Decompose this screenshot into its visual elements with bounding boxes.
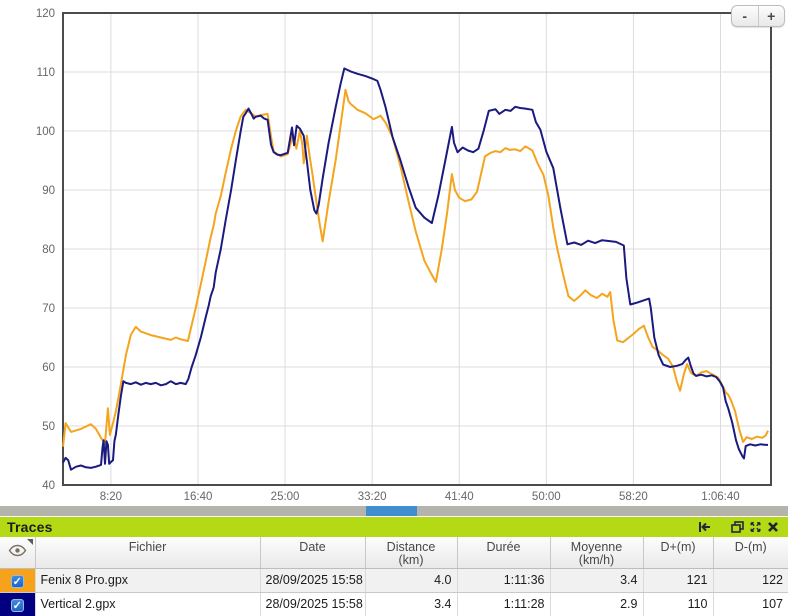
column-header-dplus[interactable]: D+(m) <box>643 537 714 569</box>
column-header-distance[interactable]: Distance (km) <box>365 537 458 569</box>
traces-table: Fichier Date Distance (km) Durée Moyenne(… <box>0 537 788 616</box>
elevation-chart[interactable]: 40 50 60 70 80 90 100 110 120 8:20 16:40 25:00 33:20… <box>0 0 788 505</box>
svg-text:60: 60 <box>42 362 55 374</box>
panel-title: Traces <box>7 519 53 535</box>
cell-dminus: 122 <box>713 568 788 593</box>
cell-distance: 3.4 <box>365 592 458 616</box>
visibility-checkbox[interactable]: ✓ <box>10 574 24 588</box>
zoom-out-button[interactable]: - <box>732 6 759 26</box>
panel-tools <box>696 519 788 535</box>
cell-distance: 4.0 <box>365 568 458 593</box>
svg-text:70: 70 <box>42 303 55 315</box>
cell-date: 28/09/2025 15:58 <box>260 592 366 616</box>
cell-file: Fenix 8 Pro.gpx <box>35 568 261 593</box>
chart-horizontal-scrollbar[interactable] <box>0 506 788 516</box>
cell-file: Vertical 2.gpx <box>35 592 261 616</box>
svg-text:40: 40 <box>42 480 55 492</box>
svg-text:58:20: 58:20 <box>619 491 648 503</box>
table-row[interactable]: ✓ Vertical 2.gpx 28/09/2025 15:58 3.4 1:… <box>0 592 788 616</box>
table-header-row: Fichier Date Distance (km) Durée Moyenne(… <box>0 537 788 569</box>
trace-color-swatch: ✓ <box>0 568 36 593</box>
svg-text:8:20: 8:20 <box>100 491 122 503</box>
svg-text:33:20: 33:20 <box>358 491 387 503</box>
cell-duration: 1:11:36 <box>457 568 551 593</box>
cell-dplus: 121 <box>643 568 714 593</box>
column-header-moyenne[interactable]: Moyenne (km/h) <box>550 537 644 569</box>
collapse-left-icon[interactable] <box>696 519 714 535</box>
cell-date: 28/09/2025 15:58 <box>260 568 366 593</box>
table-row[interactable]: ✓ Fenix 8 Pro.gpx 28/09/2025 15:58 4.0 1… <box>0 568 788 593</box>
svg-text:25:00: 25:00 <box>271 491 300 503</box>
visibility-column-header[interactable] <box>0 537 36 569</box>
chart-zoom-controls: - + <box>731 5 785 27</box>
restore-window-icon[interactable] <box>728 519 746 535</box>
elevation-chart-area: 40 50 60 70 80 90 100 110 120 8:20 16:40 25:00 33:20… <box>0 0 788 516</box>
cell-duration: 1:11:28 <box>457 592 551 616</box>
svg-text:50: 50 <box>42 421 55 433</box>
scrollbar-thumb[interactable] <box>366 506 417 516</box>
close-icon[interactable] <box>764 519 782 535</box>
svg-text:50:00: 50:00 <box>532 491 561 503</box>
svg-text:80: 80 <box>42 244 55 256</box>
svg-text:16:40: 16:40 <box>184 491 213 503</box>
cell-average: 3.4 <box>550 568 644 593</box>
cell-dminus: 107 <box>713 592 788 616</box>
eye-icon <box>8 544 27 557</box>
svg-text:100: 100 <box>36 126 55 138</box>
column-header-date[interactable]: Date <box>260 537 366 569</box>
column-header-duree[interactable]: Durée <box>457 537 551 569</box>
column-header-fichier[interactable]: Fichier <box>35 537 261 569</box>
collapse-corner-icon[interactable] <box>26 539 33 545</box>
svg-text:41:40: 41:40 <box>445 491 474 503</box>
cell-dplus: 110 <box>643 592 714 616</box>
zoom-in-button[interactable]: + <box>759 6 785 26</box>
visibility-checkbox[interactable]: ✓ <box>10 598 24 612</box>
trace-color-swatch: ✓ <box>0 592 36 616</box>
svg-text:120: 120 <box>36 8 55 20</box>
svg-text:110: 110 <box>37 67 55 79</box>
svg-text:1:06:40: 1:06:40 <box>701 491 739 503</box>
svg-text:90: 90 <box>42 185 55 197</box>
cell-average: 2.9 <box>550 592 644 616</box>
traces-panel-header: Traces <box>0 517 788 537</box>
column-header-dminus[interactable]: D-(m) <box>713 537 788 569</box>
fullscreen-icon[interactable] <box>746 519 764 535</box>
